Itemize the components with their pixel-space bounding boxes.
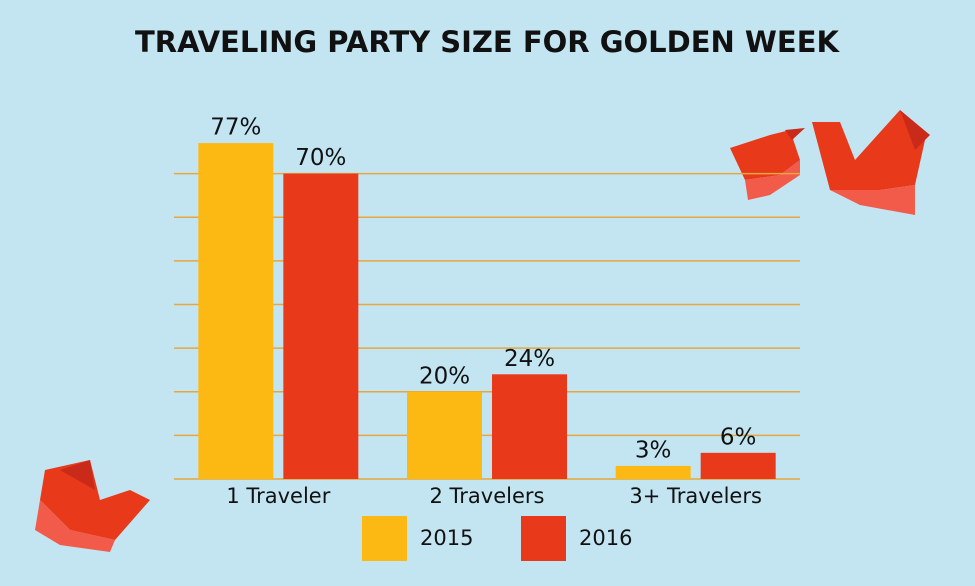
legend-swatch <box>362 516 407 561</box>
crane-decoration <box>35 110 930 552</box>
legend-label: 2015 <box>420 526 473 550</box>
chart-title: TRAVELING PARTY SIZE FOR GOLDEN WEEK <box>135 25 841 59</box>
x-tick-label: 3+ Travelers <box>629 484 762 508</box>
value-label: 77% <box>210 115 261 141</box>
legend-swatch <box>521 516 566 561</box>
value-label: 70% <box>295 145 346 171</box>
x-tick-label: 2 Travelers <box>430 484 545 508</box>
value-label: 20% <box>419 363 470 389</box>
value-label: 3% <box>635 437 672 463</box>
legend-label: 2016 <box>579 526 632 550</box>
value-label: 6% <box>720 424 757 450</box>
bar <box>283 173 359 479</box>
bar <box>198 143 274 479</box>
bar <box>407 391 482 479</box>
x-tick-label: 1 Traveler <box>226 484 330 508</box>
value-label: 24% <box>504 346 555 372</box>
bar <box>615 465 691 479</box>
bar <box>700 452 776 479</box>
bar <box>492 374 567 479</box>
